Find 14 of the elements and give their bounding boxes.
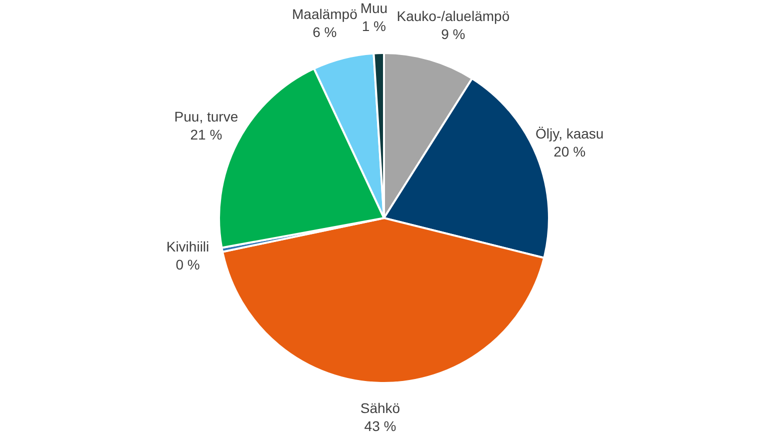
data-label: 9 % bbox=[441, 26, 466, 42]
data-label: 21 % bbox=[190, 126, 222, 142]
slice-label: Kivihiili bbox=[166, 238, 210, 255]
slice-label: Muu bbox=[360, 0, 388, 16]
slice-label: Öljy, kaasu bbox=[535, 125, 604, 142]
slice-label: Kauko-/aluelämpö bbox=[396, 8, 510, 24]
data-label: 1 % bbox=[362, 18, 386, 34]
slice-label: Sähkö bbox=[360, 400, 400, 416]
data-label: 0 % bbox=[176, 256, 200, 273]
slice-label: Maalämpö bbox=[292, 6, 358, 22]
data-label: 6 % bbox=[312, 24, 337, 40]
slice-label: Puu, turve bbox=[174, 108, 238, 124]
data-label: 20 % bbox=[554, 143, 586, 160]
data-label: 43 % bbox=[364, 418, 396, 433]
